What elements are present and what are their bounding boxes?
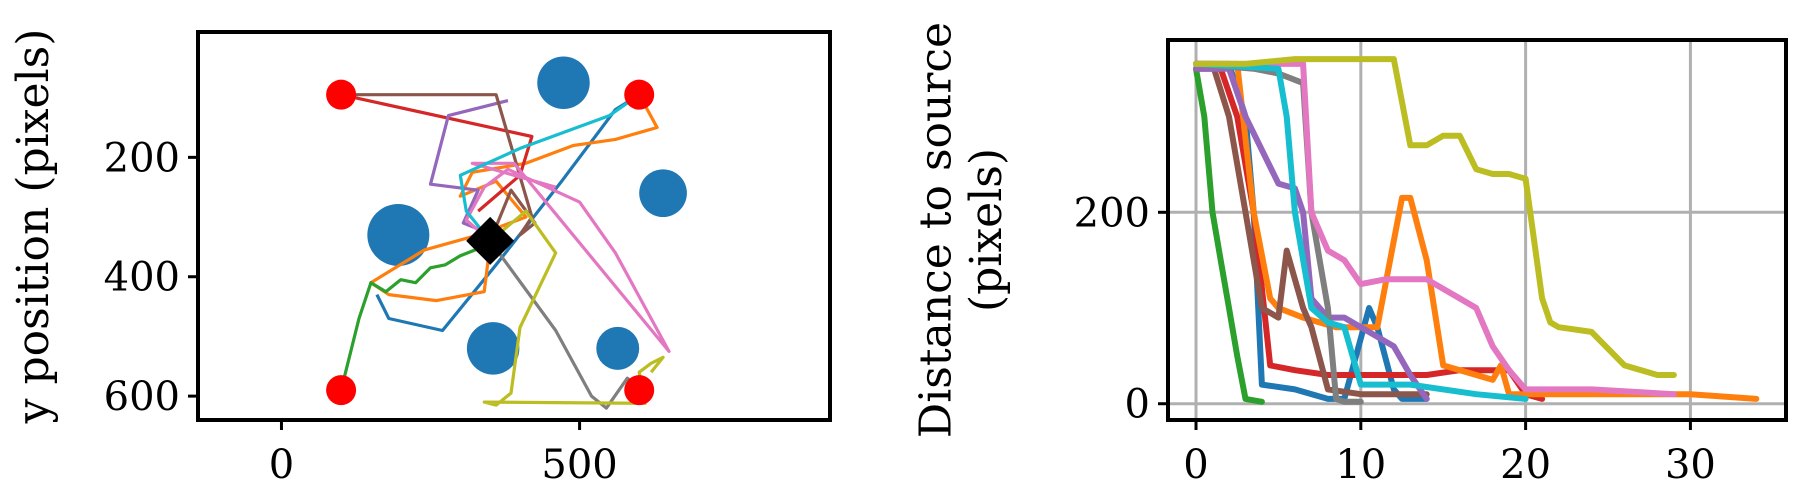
distance-series-group — [1196, 59, 1756, 402]
distance-line — [1196, 64, 1361, 402]
start-point-marker — [326, 375, 356, 405]
x-tick-label: 0 — [269, 442, 294, 488]
x-tick-label: 20 — [1500, 442, 1551, 488]
trajectory-line — [341, 241, 490, 390]
start-point-marker — [326, 80, 356, 110]
y-axis-label-right: Distance to source(pixels) — [910, 22, 1012, 438]
distance-chart: 0 10 20 30 0 200 Distance to source(pixels) — [910, 22, 1786, 488]
y-axis-label-left: y position (pixels) — [8, 29, 59, 425]
obstacle-circle — [596, 327, 639, 370]
y-tick-label: 200 — [104, 135, 180, 181]
y-tick-label: 200 — [1074, 190, 1150, 236]
x-tick-label: 0 — [1183, 442, 1208, 488]
distance-line — [1196, 64, 1756, 399]
start-point-marker — [624, 375, 654, 405]
x-tick-group-left: 0 500 — [269, 420, 618, 488]
y-tick-label: 400 — [104, 255, 180, 301]
trajectory-line — [341, 95, 532, 211]
obstacle-circle — [467, 322, 519, 374]
trajectory-chart: 0 500 200 400 600 y position (pixels) — [8, 29, 830, 488]
x-tick-group-right: 0 10 20 30 — [1183, 420, 1716, 488]
x-tick-label: 500 — [541, 442, 617, 488]
x-tick-label: 30 — [1665, 442, 1716, 488]
y-tick-group-right: 0 200 — [1074, 190, 1168, 427]
obstacle-circle — [639, 169, 687, 217]
y-tick-group-left: 200 400 600 — [104, 135, 198, 420]
trajectory-line — [371, 95, 657, 301]
obstacle-circle — [367, 204, 429, 266]
x-tick-label: 10 — [1335, 442, 1386, 488]
y-tick-label: 0 — [1125, 382, 1150, 428]
obstacle-circle — [537, 57, 589, 109]
start-point-marker — [624, 80, 654, 110]
y-tick-label: 600 — [104, 374, 180, 420]
